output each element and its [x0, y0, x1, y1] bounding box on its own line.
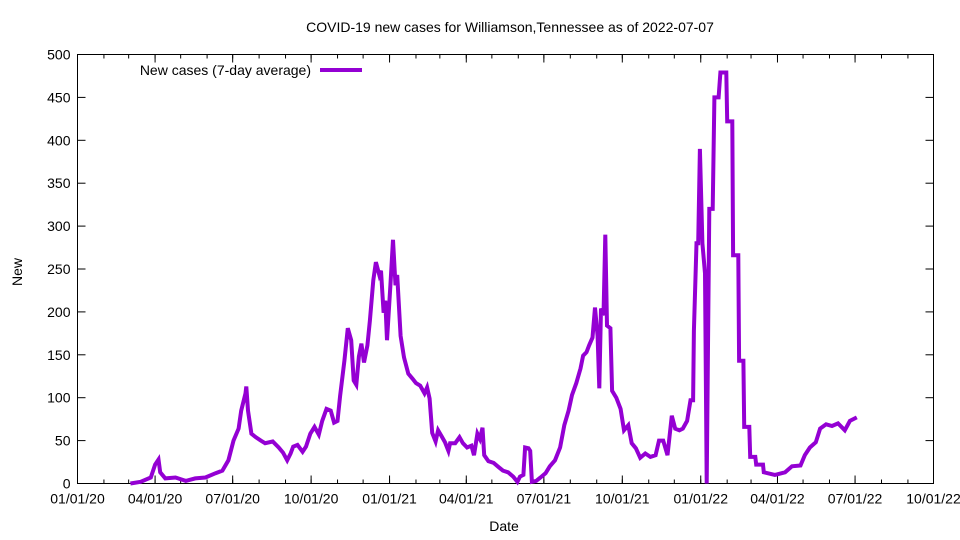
- y-tick-label: 450: [47, 89, 71, 105]
- x-axis-label: Date: [489, 518, 519, 534]
- y-tick-label: 0: [63, 476, 71, 492]
- x-tick-label: 01/01/20: [50, 491, 105, 507]
- x-tick-label: 07/01/22: [828, 491, 883, 507]
- y-tick-label: 500: [47, 47, 71, 63]
- x-tick-label: 10/01/21: [595, 491, 650, 507]
- y-tick-label: 200: [47, 304, 71, 320]
- y-tick-label: 150: [47, 347, 71, 363]
- x-tick-label: 01/01/21: [362, 491, 417, 507]
- legend-label: New cases (7-day average): [140, 62, 311, 78]
- y-tick-label: 100: [47, 390, 71, 406]
- y-axis-label: New: [9, 257, 25, 286]
- y-tick-label: 300: [47, 218, 71, 234]
- y-tick-label: 50: [55, 433, 71, 449]
- x-tick-label: 10/01/22: [906, 491, 960, 507]
- x-tick-label: 04/01/22: [750, 491, 805, 507]
- legend: New cases (7-day average): [140, 62, 362, 78]
- plot-frame: [77, 54, 934, 484]
- x-tick-label: 07/01/21: [517, 491, 572, 507]
- x-tick-label: 10/01/20: [284, 491, 339, 507]
- series-line-new-cases: [130, 70, 858, 486]
- y-tick-label: 350: [47, 175, 71, 191]
- y-tick-label: 250: [47, 261, 71, 277]
- chart-title: COVID-19 new cases for Williamson,Tennes…: [306, 19, 714, 35]
- x-tick-label: 04/01/21: [439, 491, 494, 507]
- x-tick-label: 04/01/20: [128, 491, 183, 507]
- y-tick-label: 400: [47, 132, 71, 148]
- x-tick-label: 07/01/20: [205, 491, 260, 507]
- x-tick-label: 01/01/22: [673, 491, 728, 507]
